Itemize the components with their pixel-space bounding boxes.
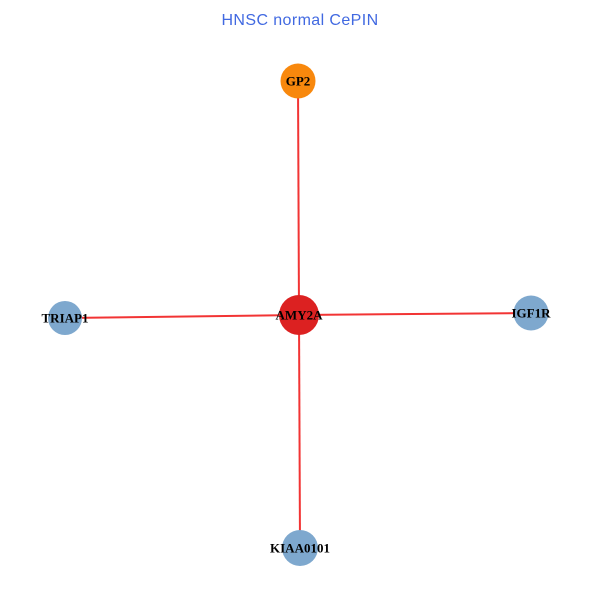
node-label-TRIAP1: TRIAP1 — [42, 311, 89, 326]
node-KIAA0101 — [282, 530, 318, 566]
node-label-KIAA0101: KIAA0101 — [270, 541, 330, 556]
edge-AMY2A-IGF1R — [298, 312, 532, 316]
node-GP2 — [280, 63, 316, 99]
edge-AMY2A-KIAA0101 — [298, 314, 301, 549]
edge-AMY2A-GP2 — [297, 80, 300, 316]
node-AMY2A — [279, 295, 319, 335]
node-IGF1R — [513, 295, 549, 331]
node-TRIAP1 — [48, 301, 82, 335]
chart-title: HNSC normal CePIN — [221, 12, 379, 29]
node-label-IGF1R: IGF1R — [512, 306, 552, 321]
node-label-GP2: GP2 — [286, 74, 311, 89]
node-label-AMY2A: AMY2A — [276, 308, 324, 323]
edge-AMY2A-TRIAP1 — [64, 314, 300, 319]
